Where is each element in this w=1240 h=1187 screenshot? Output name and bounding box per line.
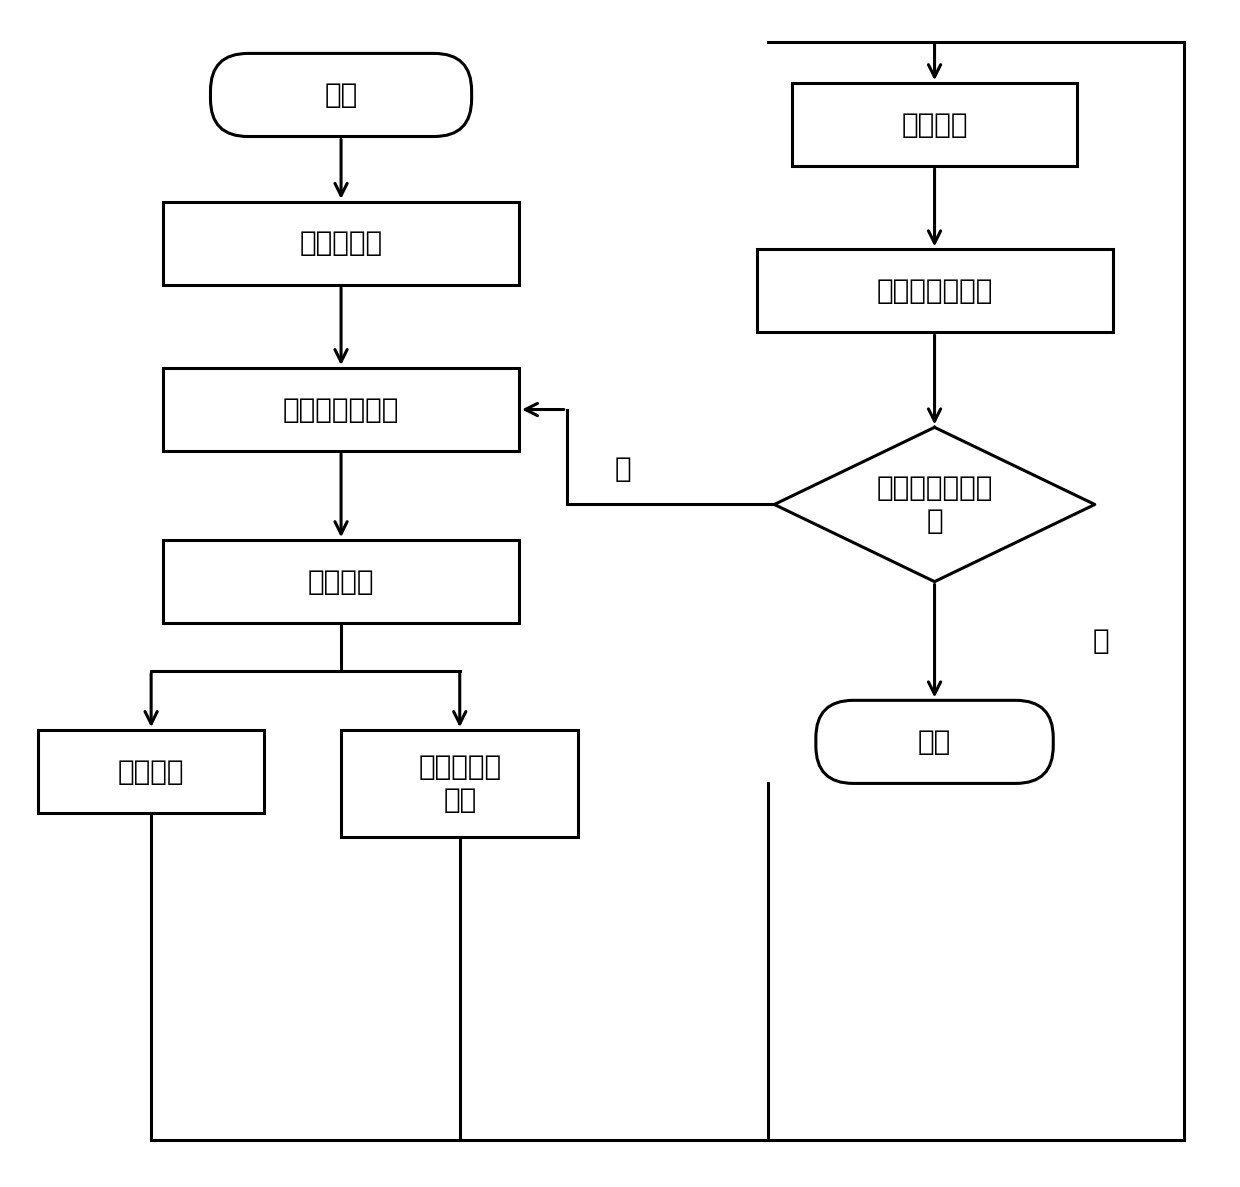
Text: 障碍物距离判定: 障碍物距离判定: [877, 277, 993, 305]
Text: 双目立体: 双目立体: [118, 757, 185, 786]
Bar: [162, 540, 520, 623]
Text: 开始: 开始: [325, 81, 357, 109]
Bar: [341, 730, 578, 837]
Text: 是: 是: [1092, 627, 1109, 655]
Text: 结果显示: 结果显示: [901, 110, 967, 139]
Text: 报警: 报警: [918, 728, 951, 756]
Text: 输入左右图像对: 输入左右图像对: [283, 395, 399, 424]
Bar: [756, 249, 1112, 332]
Bar: [162, 368, 520, 451]
Bar: [162, 202, 520, 285]
FancyBboxPatch shape: [211, 53, 471, 137]
Polygon shape: [774, 427, 1095, 582]
Text: 系统初始化: 系统初始化: [300, 229, 383, 258]
Text: 单目障碍物
检测: 单目障碍物 检测: [418, 754, 501, 813]
Text: 图像校正: 图像校正: [308, 567, 374, 596]
Text: 是否达到距离阈
値: 是否达到距离阈 値: [877, 475, 993, 534]
FancyBboxPatch shape: [816, 700, 1053, 783]
Bar: [38, 730, 264, 813]
Text: 否: 否: [615, 455, 631, 483]
Bar: [792, 83, 1078, 166]
